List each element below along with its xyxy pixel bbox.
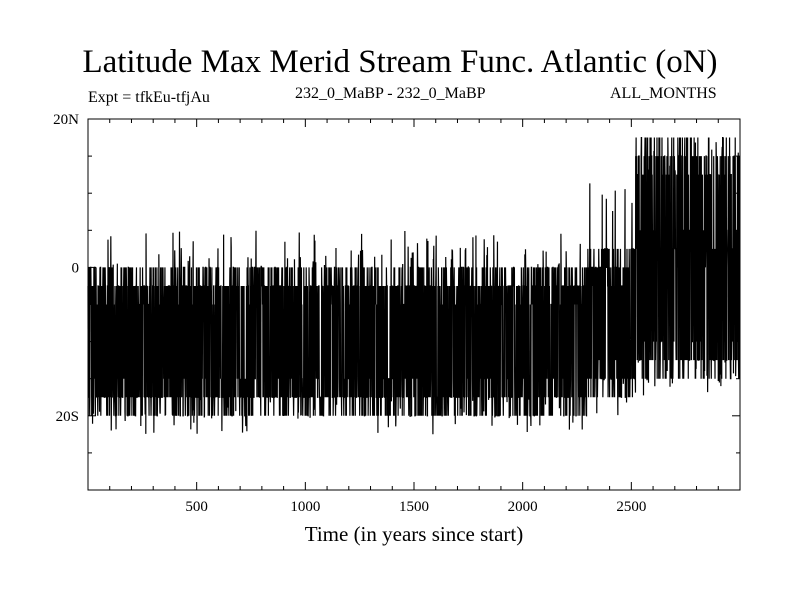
x-tick-label: 1500 <box>399 499 429 515</box>
x-tick-label: 1000 <box>290 499 320 515</box>
chart-title: Latitude Max Merid Stream Func. Atlantic… <box>82 44 718 80</box>
axis-ticks <box>88 119 740 490</box>
months-label: ALL_MONTHS <box>610 85 717 102</box>
y-tick-label: 0 <box>72 260 80 276</box>
y-tick-label: 20N <box>53 112 79 128</box>
x-tick-label: 500 <box>185 499 208 515</box>
x-axis-label: Time (in years since start) <box>304 522 524 546</box>
experiment-label: Expt = tfkEu-tfjAu <box>88 89 210 106</box>
x-tick-label: 2000 <box>508 499 538 515</box>
data-series <box>87 136 741 435</box>
y-tick-label: 20S <box>56 409 79 425</box>
x-tick-label: 2500 <box>616 499 646 515</box>
period-label: 232_0_MaBP - 232_0_MaBP <box>295 85 486 102</box>
series-line <box>87 136 741 435</box>
axis-tick-labels: 500 1000 1500 2000 2500 20N 0 20S <box>53 112 646 515</box>
